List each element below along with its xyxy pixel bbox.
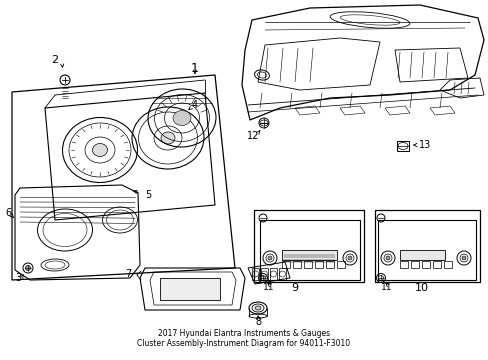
Text: 5: 5 [144, 190, 151, 200]
Bar [260, 220, 359, 280]
Bar [282, 250, 336, 260]
Bar [279, 268, 285, 280]
Text: 6: 6 [5, 208, 11, 218]
Text: 2: 2 [51, 55, 59, 65]
Circle shape [25, 266, 30, 270]
Circle shape [347, 256, 351, 260]
Text: 11: 11 [381, 284, 392, 292]
Text: 1: 1 [191, 62, 199, 75]
Bar [325, 261, 333, 268]
Text: 9: 9 [291, 283, 298, 293]
Bar [410, 261, 418, 268]
Bar [282, 261, 289, 268]
Circle shape [267, 256, 271, 260]
Text: 7: 7 [124, 269, 131, 279]
Bar [314, 261, 323, 268]
Text: 8: 8 [254, 317, 261, 327]
Bar [160, 278, 220, 300]
Ellipse shape [161, 132, 175, 144]
Circle shape [461, 256, 465, 260]
Bar [396, 141, 408, 151]
Bar [399, 250, 444, 260]
Bar [253, 210, 363, 282]
Ellipse shape [92, 144, 107, 157]
Bar [336, 261, 345, 268]
Text: 12: 12 [246, 131, 259, 141]
Ellipse shape [173, 111, 191, 126]
Circle shape [385, 256, 389, 260]
Bar [292, 261, 301, 268]
Bar [421, 261, 429, 268]
Ellipse shape [254, 306, 261, 310]
Text: 2017 Hyundai Elantra Instruments & Gauges
Cluster Assembly-Instrument Diagram fo: 2017 Hyundai Elantra Instruments & Gauge… [137, 329, 350, 348]
Text: 4: 4 [192, 100, 198, 110]
Text: 11: 11 [263, 284, 274, 292]
Text: 13: 13 [418, 140, 430, 150]
Bar [399, 261, 407, 268]
Bar [261, 268, 267, 280]
Bar [377, 220, 475, 280]
Bar [251, 268, 259, 280]
Bar [432, 261, 440, 268]
Bar [269, 268, 276, 280]
Bar [304, 261, 311, 268]
Text: 10: 10 [414, 283, 428, 293]
Bar [443, 261, 451, 268]
Text: 3: 3 [15, 273, 21, 283]
Bar [374, 210, 479, 282]
